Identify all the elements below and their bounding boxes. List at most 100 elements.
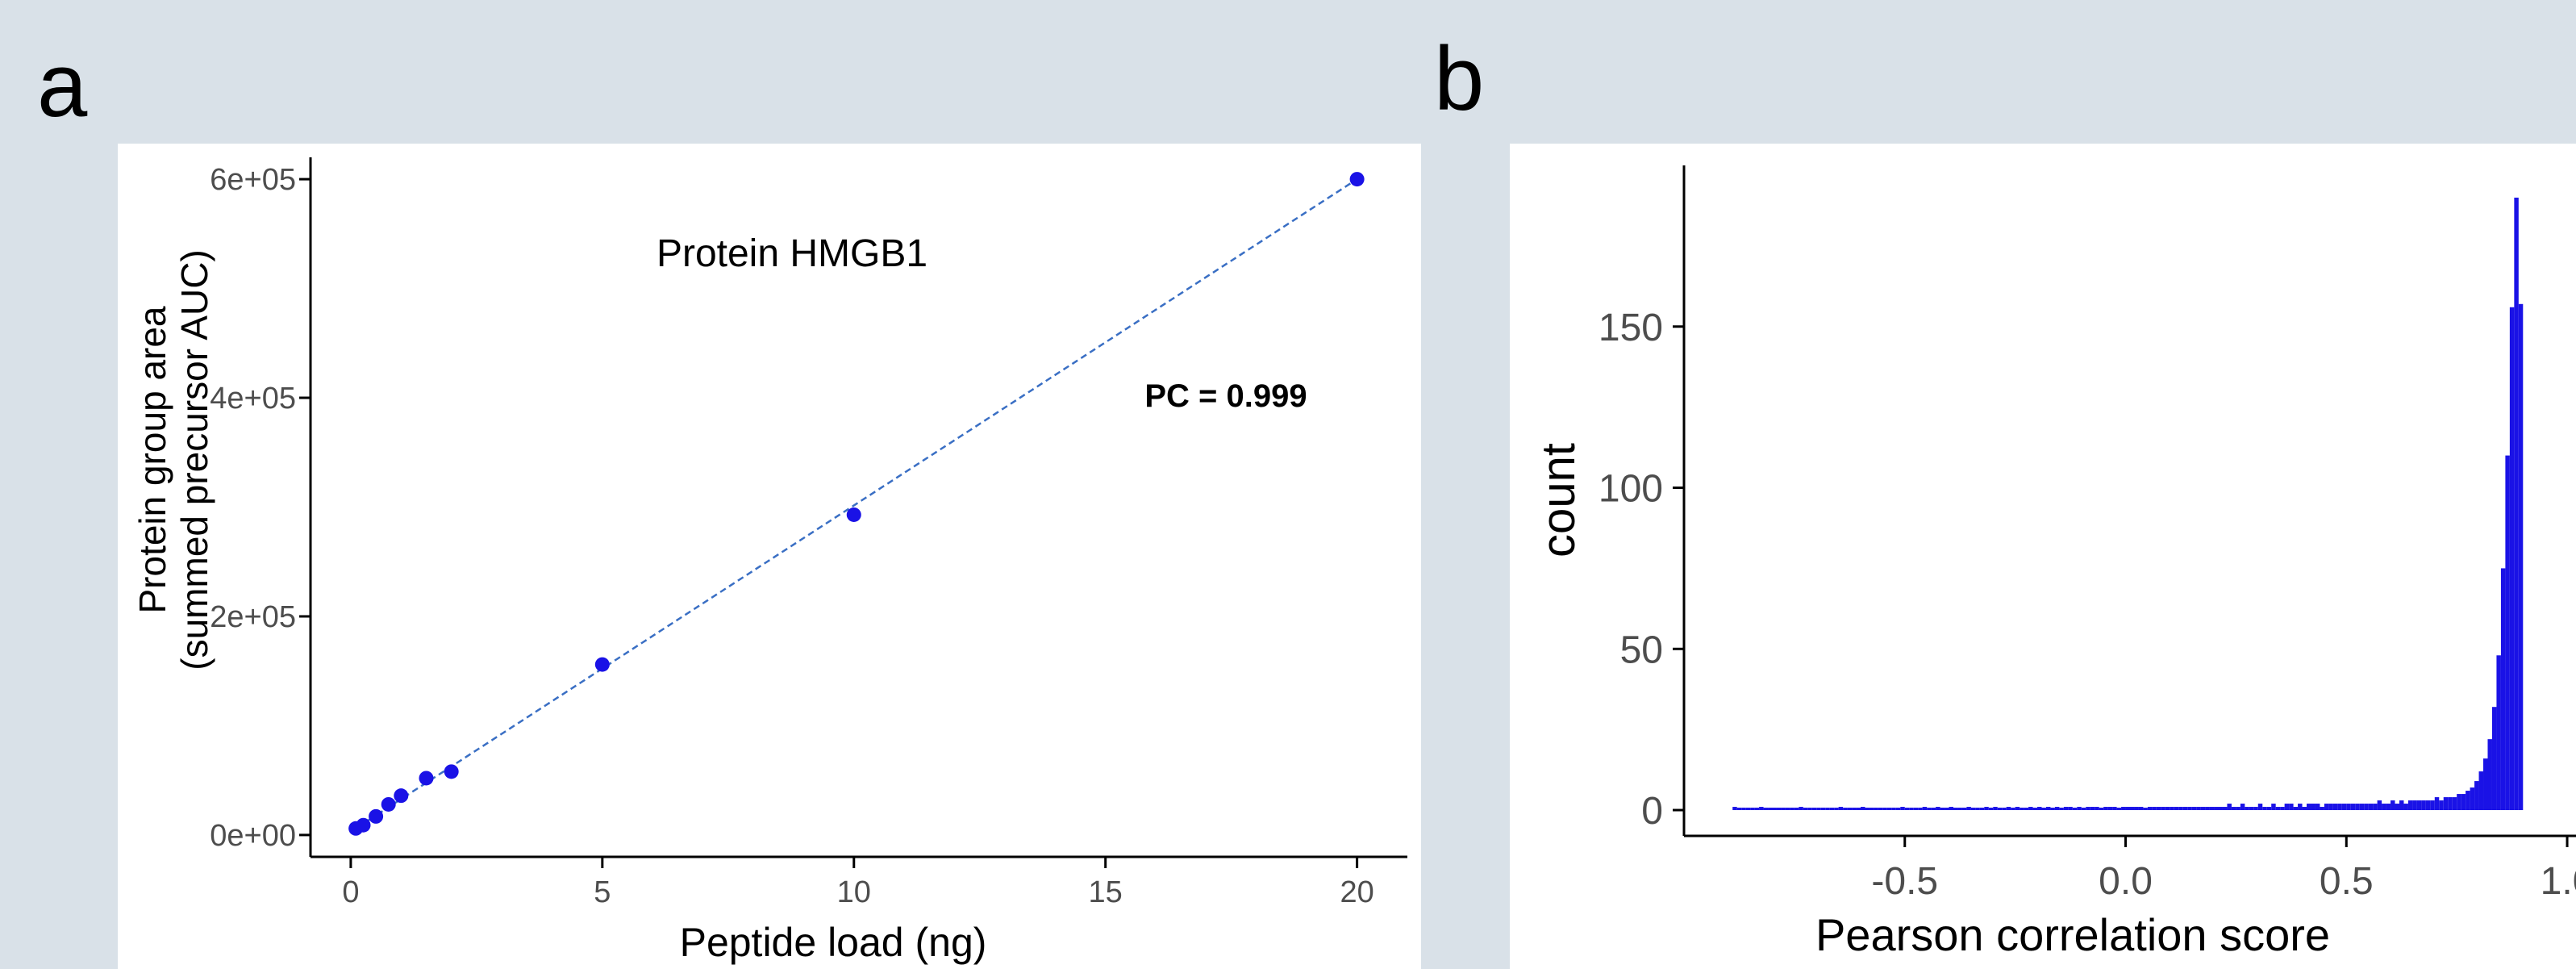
chart-b-histogram-bar	[2271, 804, 2276, 811]
chart-b-histogram-bar	[2320, 807, 2324, 811]
chart-a-data-point	[444, 764, 459, 779]
chart-a-data-point	[419, 771, 434, 786]
chart-b-histogram-bar	[2253, 807, 2258, 811]
chart-b-histogram-bar	[2307, 804, 2311, 811]
chart-b-histogram-bar	[2474, 781, 2479, 811]
chart-b-histogram-bar	[2011, 808, 2015, 811]
chart-b-histogram-bar	[1820, 808, 1826, 811]
chart-b-x-axis-label: Pearson correlation score	[1815, 909, 2330, 960]
chart-b-histogram-bar	[2196, 807, 2201, 811]
chart-b-histogram-bar	[2152, 807, 2157, 811]
chart-b-histogram-bar	[1900, 807, 1905, 811]
chart-b-histogram-bar	[2346, 804, 2351, 811]
chart-a-x-tick-label: 15	[1089, 875, 1123, 909]
chart-b-histogram-bar	[2315, 804, 2320, 811]
chart-b-histogram-bar	[1763, 808, 1769, 811]
chart-b-histogram-bar	[2231, 807, 2236, 811]
chart-b-histogram-bar	[1843, 808, 1848, 811]
chart-b-x-tick-label: 1.0	[2541, 860, 2576, 903]
chart-b-histogram-bar	[1781, 808, 1786, 811]
chart-b-histogram-bar	[2200, 807, 2206, 811]
chart-b-histogram-bar	[2416, 800, 2422, 811]
chart-b-y-tick-label: 100	[1599, 468, 1663, 511]
chart-b-x-tick-label: 0.5	[2320, 860, 2374, 903]
chart-b-histogram-bar	[2496, 655, 2501, 811]
chart-b-histogram-bar	[1745, 808, 1751, 811]
chart-b-histogram-bar	[2063, 807, 2069, 811]
chart-a-x-axis-label: Peptide load (ng)	[680, 920, 987, 965]
chart-a-x-tick-label: 20	[1340, 875, 1373, 909]
chart-b-histogram-bar	[1874, 808, 1878, 811]
chart-b-histogram-bar	[2086, 807, 2090, 811]
chart-a-x-tick-label: 10	[837, 875, 871, 909]
chart-b-histogram-bar	[2222, 807, 2228, 811]
chart-b-histogram-bar	[2359, 804, 2365, 811]
chart-a-fit-line	[350, 178, 1358, 833]
chart-b-histogram-bar	[2081, 808, 2086, 811]
chart-b-histogram-bar	[1970, 808, 1976, 811]
chart-b-histogram-bar	[1957, 808, 1962, 811]
chart-b-histogram-bar	[2298, 804, 2303, 811]
chart-a-title: Protein HMGB1	[657, 232, 927, 275]
chart-b-histogram-bar	[2302, 807, 2307, 811]
chart-b-histogram-bar	[2214, 807, 2219, 811]
chart-b-histogram-bar	[1918, 808, 1923, 811]
chart-b-histogram-bar	[1945, 808, 1949, 811]
panel-label-b: b	[1434, 28, 1485, 129]
chart-b-histogram-bar	[2134, 807, 2139, 811]
chart-b-histogram-bar	[2099, 808, 2104, 811]
chart-b-histogram-bar	[2130, 807, 2135, 811]
chart-b-histogram-bar	[1931, 808, 1936, 811]
chart-b-histogram-bar	[2399, 800, 2404, 811]
chart-b-x-tick-label: 0.0	[2099, 860, 2153, 903]
chart-b-histogram-bar	[2337, 804, 2342, 811]
chart-b-histogram-bar	[1891, 808, 1896, 811]
chart-b-histogram-bar	[2443, 797, 2449, 811]
chart-b-histogram-bar	[1993, 807, 1998, 811]
chart-a-data-point	[1349, 172, 1365, 187]
chart-b-histogram-bar	[2112, 807, 2117, 811]
chart-b-histogram-bar	[2227, 804, 2232, 811]
chart-b-histogram-bar	[1750, 808, 1755, 811]
chart-b-histogram-bar	[1865, 808, 1869, 811]
chart-a-data-point	[594, 657, 610, 672]
chart-a-data-point	[369, 808, 384, 824]
chart-b-histogram-bar	[2262, 807, 2267, 811]
chart-b-histogram-bar	[2421, 800, 2426, 811]
chart-b-histogram-bar	[2280, 807, 2285, 811]
chart-b-histogram-bar	[2466, 791, 2470, 811]
chart-b-histogram-bar	[2156, 807, 2161, 811]
chart-b-histogram-bar	[1811, 808, 1817, 811]
chart-b-histogram-bar	[2328, 804, 2333, 811]
chart-b-histogram-bar	[1966, 807, 1971, 811]
chart-b-histogram-bar	[2103, 807, 2108, 811]
chart-b-histogram-bar	[1741, 808, 1746, 811]
chart-b-histogram-bar	[2147, 807, 2153, 811]
chart-b-histogram-bar	[2191, 807, 2197, 811]
chart-b-histogram-bar	[2284, 804, 2290, 811]
chart-b-histogram-bar	[1772, 808, 1777, 811]
chart-b-histogram-bar	[2041, 808, 2046, 811]
chart-b-histogram-bar	[2028, 807, 2033, 811]
chart-b-histogram-bar	[2439, 800, 2444, 811]
chart-b-histogram-bar	[2487, 739, 2492, 811]
chart-b-histogram-bar	[2434, 797, 2440, 811]
chart-b-histogram-bar	[1785, 808, 1790, 811]
chart-b-histogram-bar	[2377, 800, 2382, 811]
chart-b-histogram-bar	[2059, 808, 2064, 811]
chart-b-histogram-bar	[1953, 808, 1958, 811]
chart-b-histogram-bar	[2289, 804, 2294, 811]
chart-b-histogram-bar	[1979, 808, 1985, 811]
chart-b-histogram-bar	[2121, 807, 2126, 811]
chart-a-data-point	[846, 507, 861, 522]
chart-b-histogram-bar	[2077, 807, 2082, 811]
chart-b-histogram-bar	[2015, 807, 2020, 811]
chart-b-histogram-bar	[2491, 707, 2497, 811]
chart-b-histogram-bar	[2470, 787, 2475, 811]
chart-b-histogram-bar	[2425, 800, 2431, 811]
chart-b-histogram-bar	[1776, 808, 1782, 811]
chart-b-histogram-bar	[2452, 797, 2457, 811]
chart-a-x-tick-label: 0	[342, 875, 359, 909]
chart-b-histogram-bar	[2505, 455, 2510, 811]
